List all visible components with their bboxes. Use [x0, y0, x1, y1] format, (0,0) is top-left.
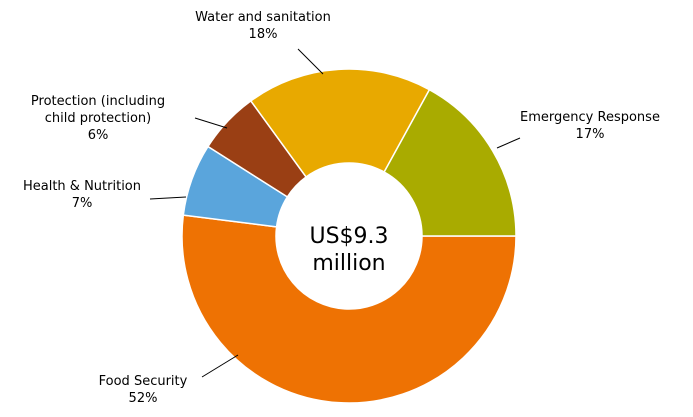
- slice-label-food-security: Food Security: [99, 374, 188, 389]
- pct-label-health-nutrition: 7%: [72, 196, 93, 211]
- leader-line-health-nutrition: [149, 196, 187, 200]
- leader-line-food-security: [201, 354, 239, 378]
- donut-hole: [276, 163, 422, 309]
- pct-label-emergency-response: 17%: [576, 127, 605, 142]
- slice-label-health-nutrition: Health & Nutrition: [23, 179, 141, 194]
- center-label-line-1: US$9.3: [309, 224, 388, 249]
- pct-label-food-security: 52%: [129, 391, 158, 406]
- slices-group: [181, 68, 517, 404]
- slice-label-protection-including-child-protection: child protection): [45, 111, 151, 126]
- leader-line-protection-including-child-protection: [194, 117, 228, 129]
- labels-group: Emergency Response 17% Food Security 52% Hea…: [23, 10, 660, 406]
- leader-line-emergency-response: [496, 137, 521, 149]
- pct-label-protection-including-child-protection: 6%: [88, 128, 109, 143]
- slice-label-protection-including-child-protection: Protection (including: [31, 94, 165, 109]
- slice-label-water-and-sanitation: Water and sanitation: [195, 10, 331, 25]
- pct-label-water-and-sanitation: 18%: [249, 27, 278, 42]
- center-label-line-2: million: [312, 251, 385, 276]
- leader-line-water-and-sanitation: [297, 48, 324, 75]
- slice-label-emergency-response: Emergency Response: [520, 110, 660, 125]
